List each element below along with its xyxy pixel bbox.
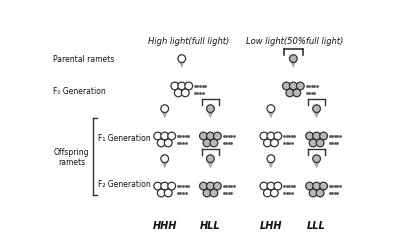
Text: HHH: HHH (152, 220, 177, 230)
Circle shape (200, 182, 207, 190)
Circle shape (313, 105, 320, 113)
Circle shape (274, 133, 282, 140)
Circle shape (154, 182, 162, 190)
Circle shape (210, 140, 218, 147)
Circle shape (267, 182, 275, 190)
Circle shape (181, 90, 189, 97)
Circle shape (290, 55, 297, 63)
Circle shape (274, 182, 282, 190)
Circle shape (154, 133, 162, 140)
Circle shape (270, 140, 278, 147)
Circle shape (161, 133, 168, 140)
Circle shape (320, 133, 328, 140)
Circle shape (185, 83, 193, 90)
Circle shape (203, 140, 211, 147)
Circle shape (267, 133, 275, 140)
Circle shape (161, 155, 168, 163)
Circle shape (313, 182, 320, 190)
Circle shape (157, 190, 165, 197)
Text: Parental ramets: Parental ramets (53, 55, 114, 64)
Circle shape (313, 133, 320, 140)
Circle shape (260, 133, 268, 140)
Text: High light(full light): High light(full light) (148, 37, 229, 46)
Circle shape (306, 133, 314, 140)
Circle shape (206, 182, 214, 190)
Circle shape (214, 182, 221, 190)
Circle shape (200, 133, 207, 140)
Circle shape (178, 55, 186, 63)
Circle shape (270, 190, 278, 197)
Text: F₀ Generation: F₀ Generation (53, 87, 106, 96)
Circle shape (161, 182, 168, 190)
Circle shape (264, 190, 271, 197)
Circle shape (171, 83, 179, 90)
Circle shape (164, 190, 172, 197)
Circle shape (267, 155, 275, 163)
Circle shape (168, 133, 176, 140)
Circle shape (286, 90, 294, 97)
Text: HLL: HLL (200, 220, 221, 230)
Circle shape (210, 190, 218, 197)
Circle shape (309, 140, 317, 147)
Circle shape (203, 190, 211, 197)
Circle shape (296, 83, 304, 90)
Circle shape (206, 105, 214, 113)
Text: Low light(50%full light): Low light(50%full light) (246, 37, 344, 46)
Circle shape (157, 140, 165, 147)
Circle shape (260, 182, 268, 190)
Text: F₁ Generation: F₁ Generation (98, 133, 151, 142)
Circle shape (267, 105, 275, 113)
Circle shape (164, 140, 172, 147)
Circle shape (214, 133, 221, 140)
Text: Offspring
ramets: Offspring ramets (54, 147, 90, 167)
Circle shape (309, 190, 317, 197)
Circle shape (316, 190, 324, 197)
Circle shape (293, 90, 301, 97)
Circle shape (320, 182, 328, 190)
Circle shape (290, 83, 297, 90)
Circle shape (316, 140, 324, 147)
Circle shape (178, 83, 186, 90)
Circle shape (306, 182, 314, 190)
Text: LLL: LLL (307, 220, 326, 230)
Circle shape (174, 90, 182, 97)
Circle shape (168, 182, 176, 190)
Text: LHH: LHH (260, 220, 282, 230)
Circle shape (161, 105, 168, 113)
Circle shape (264, 140, 271, 147)
Circle shape (206, 133, 214, 140)
Circle shape (313, 155, 320, 163)
Circle shape (206, 155, 214, 163)
Text: F₂ Generation: F₂ Generation (98, 179, 151, 188)
Circle shape (282, 83, 290, 90)
